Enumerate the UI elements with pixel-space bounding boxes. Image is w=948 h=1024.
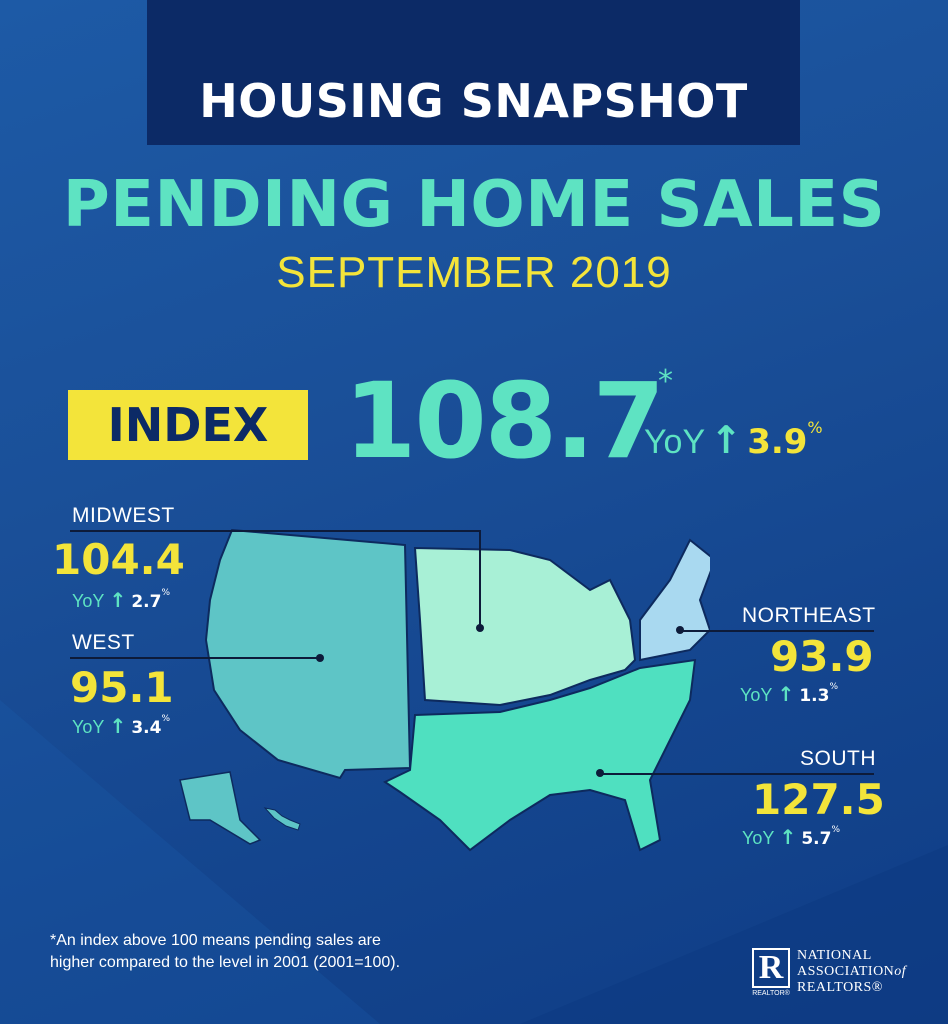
west-yoy: YoY ↑ 3.4% [72, 714, 170, 738]
logo-line-2: ASSOCIATIONof [797, 964, 906, 980]
yoy-value: 2.7 [131, 592, 162, 612]
index-badge: INDEX [68, 390, 308, 460]
midwest-label: MIDWEST [72, 504, 175, 527]
yoy-unit: % [831, 825, 841, 835]
banner-title: HOUSING SNAPSHOT [199, 74, 748, 128]
yoy-unit: % [161, 588, 171, 598]
up-arrow-icon: ↑ [109, 714, 127, 738]
yoy-value: 5.7 [801, 829, 832, 849]
midwest-marker [476, 624, 484, 632]
south-marker [596, 769, 604, 777]
yoy-value: 3.9 [747, 422, 808, 462]
logo-line-2-text: ASSOCIATION [797, 964, 895, 979]
realtor-logo-sub: REALTOR® [752, 990, 790, 997]
footnote-line-2: higher compared to the level in 2001 (20… [50, 954, 401, 971]
yoy-unit: % [161, 714, 171, 724]
yoy-unit: % [807, 418, 823, 437]
yoy-label: YoY [72, 717, 105, 737]
logo-line-2-suffix: of [894, 964, 907, 979]
footnote: *An index above 100 means pending sales … [50, 930, 510, 974]
map-region-alaska [179, 771, 262, 845]
midwest-leader-line [70, 530, 480, 532]
index-yoy: YoY ↑ 3.9% [644, 418, 823, 462]
yoy-label: YoY [644, 423, 706, 461]
northeast-label: NORTHEAST [742, 604, 876, 627]
yoy-value: 1.3 [799, 686, 830, 706]
yoy-label: YoY [742, 828, 775, 848]
yoy-unit: % [829, 682, 839, 692]
up-arrow-icon: ↑ [777, 682, 795, 706]
south-leader-line [600, 773, 874, 775]
northeast-marker [676, 626, 684, 634]
midwest-value: 104.4 [52, 535, 185, 584]
map-region-west [204, 528, 412, 780]
up-arrow-icon: ↑ [710, 418, 743, 462]
footnote-line-1: *An index above 100 means pending sales … [50, 932, 381, 949]
yoy-label: YoY [740, 685, 773, 705]
page-subtitle: SEPTEMBER 2019 [276, 248, 672, 297]
yoy-value: 3.4 [131, 718, 162, 738]
us-map [179, 528, 710, 852]
map-region-midwest [413, 546, 637, 707]
realtor-logo-mark: R [752, 948, 790, 988]
northeast-leader-line [680, 630, 874, 632]
index-value: 108.7 [344, 360, 665, 482]
south-label: SOUTH [800, 747, 876, 770]
west-value: 95.1 [70, 663, 174, 712]
northeast-yoy: YoY ↑ 1.3% [740, 682, 838, 706]
midwest-yoy: YoY ↑ 2.7% [72, 588, 170, 612]
logo-line-1: NATIONAL [797, 948, 872, 963]
south-yoy: YoY ↑ 5.7% [742, 825, 840, 849]
northeast-value: 93.9 [770, 632, 874, 681]
map-region-northeast [639, 538, 710, 662]
map-region-hawaii [263, 807, 301, 831]
nar-logo-text: NATIONAL ASSOCIATIONof REALTORS® [797, 948, 906, 996]
west-leader-line [70, 657, 320, 659]
index-footnote-marker: * [658, 364, 673, 399]
yoy-label: YoY [72, 591, 105, 611]
map-region-south [382, 658, 697, 852]
header-banner: HOUSING SNAPSHOT [147, 0, 800, 145]
midwest-leader-drop [479, 530, 481, 628]
page-title: PENDING HOME SALES [62, 168, 886, 242]
west-label: WEST [72, 631, 135, 654]
up-arrow-icon: ↑ [779, 825, 797, 849]
logo-line-3: REALTORS® [797, 980, 883, 995]
up-arrow-icon: ↑ [109, 588, 127, 612]
south-value: 127.5 [752, 775, 885, 824]
west-marker [316, 654, 324, 662]
